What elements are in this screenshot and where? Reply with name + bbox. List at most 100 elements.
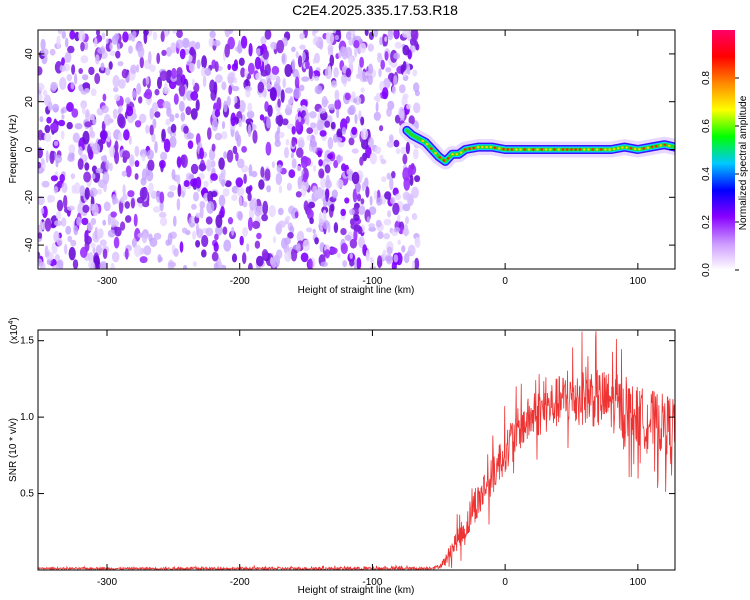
noise-speckle — [175, 39, 184, 49]
noise-speckle — [284, 237, 291, 245]
track-peak — [451, 153, 454, 156]
noise-speckle — [322, 219, 330, 230]
noise-speckle — [147, 159, 155, 172]
noise-speckle — [186, 60, 192, 66]
noise-speckle — [158, 211, 167, 218]
noise-speckle — [285, 215, 291, 221]
noise-speckle — [242, 227, 249, 237]
noise-speckle — [401, 30, 410, 38]
noise-speckle — [107, 213, 111, 226]
noise-speckle — [72, 259, 79, 269]
noise-speckle — [309, 111, 317, 119]
noise-speckle — [61, 114, 65, 120]
noise-speckle — [148, 51, 152, 64]
noise-speckle — [196, 228, 204, 239]
page-title: C2E4.2025.335.17.53.R18 — [292, 2, 458, 18]
noise-speckle — [308, 65, 313, 80]
noise-speckle — [386, 246, 393, 255]
snr-x-tick-label: -300 — [97, 577, 117, 588]
noise-speckle — [329, 54, 335, 67]
noise-speckle — [376, 197, 383, 206]
noise-speckle — [300, 252, 309, 263]
noise-speckle — [173, 93, 179, 105]
noise-speckle — [285, 139, 290, 146]
noise-speckle — [387, 210, 392, 218]
noise-speckle — [131, 237, 137, 248]
noise-speckle — [349, 208, 355, 216]
noise-speckle — [290, 152, 294, 159]
noise-speckle — [336, 154, 341, 165]
colorbar-tick-label: 0.2 — [701, 215, 712, 229]
noise-speckle — [196, 59, 201, 69]
noise-speckle — [377, 52, 382, 58]
noise-speckle — [248, 185, 253, 192]
noise-speckle — [310, 134, 316, 142]
noise-speckle — [204, 67, 212, 76]
noise-speckle — [141, 153, 146, 162]
noise-speckle — [301, 76, 310, 82]
noise-speckle — [89, 187, 98, 197]
noise-speckle — [80, 41, 85, 52]
snr-y-tick-label: 1.0 — [20, 412, 34, 423]
noise-speckle — [43, 132, 52, 142]
noise-speckle — [261, 213, 268, 222]
noise-speckle — [364, 177, 369, 189]
noise-speckle — [100, 62, 105, 71]
noise-speckle — [128, 135, 132, 145]
noise-speckle — [114, 226, 122, 237]
noise-speckle — [133, 213, 138, 227]
noise-speckle — [125, 215, 132, 223]
noise-speckle — [275, 115, 281, 125]
noise-speckle — [224, 43, 230, 58]
noise-speckle — [383, 233, 390, 240]
noise-speckle — [231, 85, 240, 92]
noise-speckle — [414, 236, 421, 248]
spectrogram-y-label: Frequency (Hz) — [8, 115, 19, 184]
noise-speckle — [393, 227, 401, 233]
noise-speckle — [251, 170, 258, 178]
noise-speckle — [182, 37, 190, 49]
noise-speckle — [72, 132, 80, 143]
noise-speckle — [296, 165, 302, 172]
noise-speckle — [142, 201, 150, 208]
noise-speckle — [180, 74, 186, 86]
noise-speckle — [80, 246, 88, 258]
noise-speckle — [223, 239, 232, 252]
noise-speckle — [221, 121, 226, 130]
track-peak — [655, 145, 658, 148]
noise-speckle — [132, 89, 136, 99]
noise-speckle — [294, 211, 299, 219]
noise-speckle — [324, 120, 331, 128]
noise-speckle — [59, 77, 67, 90]
track-peak — [595, 148, 599, 151]
noise-speckle — [405, 216, 409, 225]
noise-speckle — [291, 126, 296, 135]
noise-speckle — [367, 43, 374, 52]
noise-speckle — [393, 75, 398, 86]
noise-speckle — [221, 81, 227, 91]
noise-speckle — [68, 144, 76, 154]
noise-speckle — [251, 197, 258, 210]
noise-speckle — [307, 258, 313, 269]
noise-speckle — [104, 67, 111, 76]
colorbar-tick-label: 0.0 — [701, 263, 712, 277]
noise-speckle — [96, 228, 104, 239]
noise-speckle — [157, 76, 162, 90]
noise-speckle — [66, 102, 74, 112]
noise-speckle — [265, 83, 272, 90]
noise-speckle — [84, 235, 92, 245]
track-peak — [612, 147, 616, 151]
noise-speckle — [266, 116, 271, 129]
noise-speckle — [190, 163, 199, 175]
noise-speckle — [406, 103, 412, 110]
noise-speckle — [213, 242, 219, 252]
noise-speckle — [210, 160, 216, 168]
noise-speckle — [353, 214, 360, 222]
track-peak — [621, 146, 624, 149]
noise-speckle — [111, 220, 120, 227]
spectrogram-y-tick-label: 0 — [24, 146, 35, 152]
noise-speckle — [58, 119, 66, 127]
noise-speckle — [131, 30, 137, 38]
noise-speckle — [384, 51, 389, 61]
spectrogram-x-label: Height of straight line (km) — [298, 285, 415, 296]
